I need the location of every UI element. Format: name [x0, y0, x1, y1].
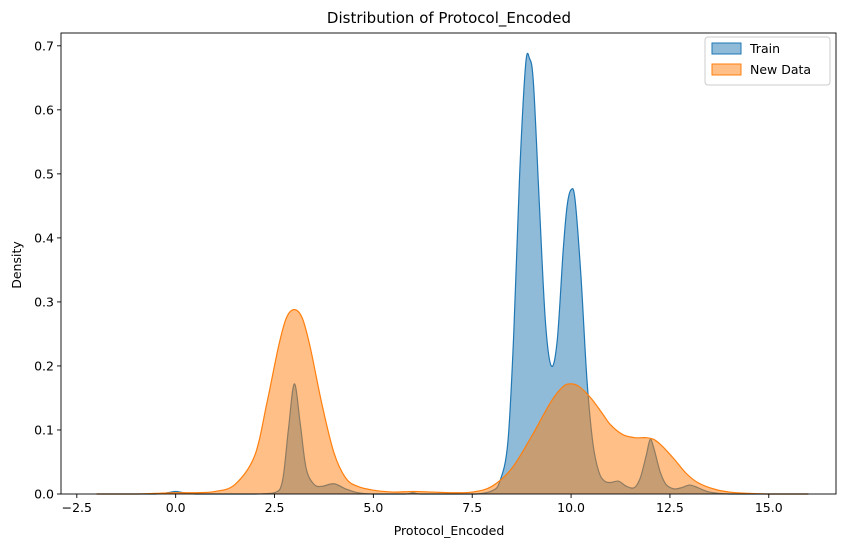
x-tick-label: −2.5 [62, 500, 92, 515]
legend-label-new-data: New Data [750, 62, 811, 77]
density-area-new-data [96, 309, 809, 494]
legend-swatch-new-data [711, 63, 742, 76]
y-tick-label: 0.4 [34, 230, 54, 245]
x-tick-label: 12.5 [656, 500, 684, 515]
axes-frame [60, 32, 837, 495]
legend: Train New Data [704, 36, 831, 86]
y-tick-label: 0.0 [34, 487, 54, 502]
x-tick-label: 0.0 [166, 500, 186, 515]
legend-label-train: Train [749, 41, 780, 56]
plot-area [96, 52, 809, 495]
density-line-new-data [96, 308, 809, 495]
y-tick-label: 0.5 [34, 166, 54, 181]
legend-swatch-train [711, 42, 742, 55]
axes: −2.5 0.0 2.5 5.0 7.5 10.0 12.5 15.0 0.0 0.1 0.2 0.3… [34, 32, 837, 515]
x-tick-label: 10.0 [557, 500, 585, 515]
x-tick-label: 2.5 [265, 500, 285, 515]
y-tick-label: 0.3 [34, 294, 54, 309]
x-tick-label: 5.0 [363, 500, 383, 515]
x-axis-label: Protocol_Encoded [394, 523, 505, 538]
y-tick-label: 0.1 [34, 422, 54, 437]
y-tick-label: 0.6 [34, 102, 54, 117]
y-axis-label: Density [9, 241, 24, 289]
y-tick-label: 0.2 [34, 358, 54, 373]
x-tick-label: 7.5 [462, 500, 482, 515]
y-tick-label: 0.7 [34, 38, 54, 53]
chart-title: Distribution of Protocol_Encoded [327, 9, 571, 28]
x-tick-label: 15.0 [755, 500, 783, 515]
